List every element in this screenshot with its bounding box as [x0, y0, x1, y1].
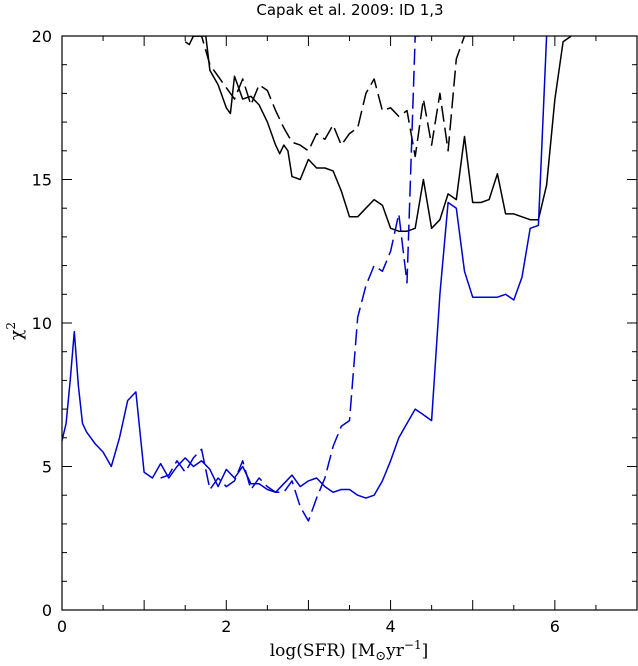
- tick-labels: 0 2 4 6 0 5 10 15 20: [32, 27, 560, 636]
- x-axis-label-sub: ⊙: [375, 649, 386, 664]
- series-black-solid-line: [184, 36, 572, 232]
- x-axis-label-end: ]: [422, 641, 429, 661]
- series-blue-dashed-line: [160, 36, 420, 522]
- series-layer: [62, 36, 572, 522]
- y-axis-label: χ2: [4, 322, 27, 340]
- plot-frame: [61, 35, 638, 611]
- ticks-layer: [61, 35, 638, 611]
- series-black-dashed-line: [193, 36, 473, 158]
- x-axis-label-unit: yr: [385, 641, 405, 661]
- chart-title: Capak et al. 2009: ID 1,3: [256, 1, 443, 19]
- x-tick-label: 6: [550, 617, 560, 636]
- x-axis-label: log(SFR) [M⊙yr−1]: [270, 638, 429, 664]
- y-axis-label-exp: 2: [4, 322, 18, 330]
- x-tick-label: 2: [221, 617, 231, 636]
- x-axis-label-exp: −1: [404, 638, 422, 652]
- y-axis-label-main: χ: [7, 330, 27, 340]
- series-blue-solid-line: [62, 36, 548, 499]
- y-tick-label: 20: [32, 27, 52, 46]
- x-tick-label: 0: [57, 617, 67, 636]
- y-tick-label: 5: [42, 458, 52, 477]
- x-axis-label-main: log(SFR) [M: [270, 641, 376, 661]
- y-tick-label: 10: [32, 314, 52, 333]
- x-tick-label: 4: [385, 617, 395, 636]
- y-tick-label: 15: [32, 171, 52, 190]
- y-tick-label: 0: [42, 601, 52, 620]
